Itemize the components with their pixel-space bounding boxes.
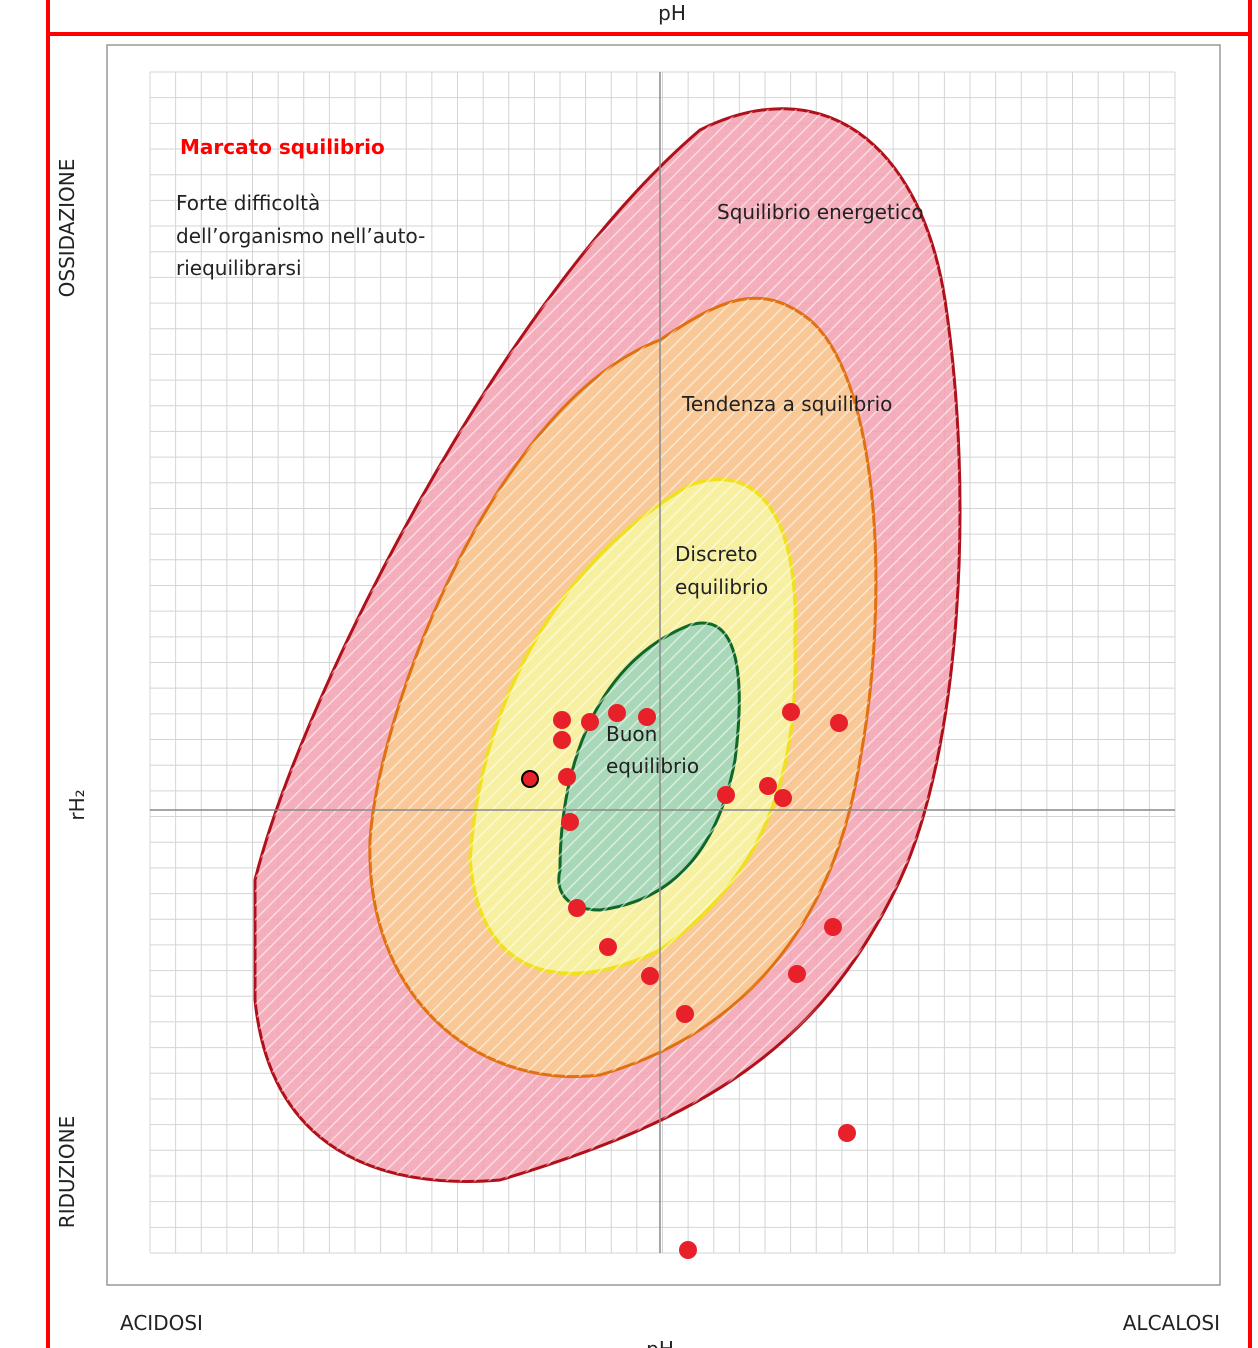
x-right-label: ALCALOSI — [1123, 1311, 1220, 1335]
point — [788, 965, 806, 983]
point — [638, 708, 656, 726]
zone-label: Buon — [606, 722, 657, 746]
zone-label: equilibrio — [606, 754, 699, 778]
header-frame — [46, 0, 1252, 36]
point — [641, 967, 659, 985]
zone-label: equilibrio — [675, 575, 768, 599]
zone-note: dell’organismo nell’auto- — [176, 224, 425, 248]
y-bottom-label: RIDUZIONE — [55, 1116, 79, 1228]
point — [782, 703, 800, 721]
y-axis-label: rH₂ — [65, 789, 89, 820]
point — [553, 731, 571, 749]
point — [774, 789, 792, 807]
point — [608, 704, 626, 722]
point — [717, 786, 735, 804]
point — [558, 768, 576, 786]
zone-label: Tendenza a squilibrio — [681, 392, 892, 416]
zone-note: riequilibrarsi — [176, 256, 302, 280]
point — [561, 813, 579, 831]
point — [759, 777, 777, 795]
x-left-label: ACIDOSI — [120, 1311, 203, 1335]
zone-label: Discreto — [675, 542, 758, 566]
x-axis-label: pH — [646, 1337, 674, 1348]
point — [553, 711, 571, 729]
header-title: pH — [658, 1, 686, 25]
zone-note: Forte difficoltà — [176, 191, 320, 215]
point — [824, 918, 842, 936]
plot-frame — [106, 44, 1221, 1286]
hatch — [369, 298, 876, 1077]
point — [830, 714, 848, 732]
point — [521, 770, 539, 788]
point — [568, 899, 586, 917]
zones — [253, 107, 962, 1183]
y-top-label: OSSIDAZIONE — [55, 159, 79, 298]
point — [581, 713, 599, 731]
point — [676, 1005, 694, 1023]
zone-label: Squilibrio energetico — [717, 200, 924, 224]
point — [599, 938, 617, 956]
zone-title: Marcato squilibrio — [180, 135, 385, 159]
chart-frame — [46, 32, 1252, 1348]
point — [679, 1241, 697, 1259]
points — [521, 703, 856, 1259]
point — [838, 1124, 856, 1142]
